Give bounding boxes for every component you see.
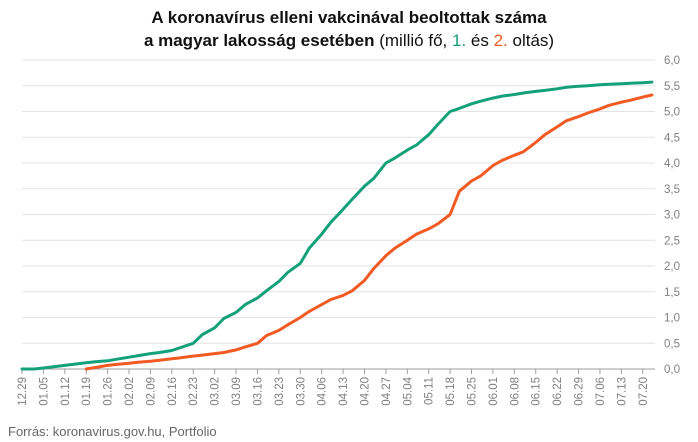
x-tick-label: 04.27 — [381, 377, 393, 406]
x-tick-label: 04.13 — [338, 377, 350, 406]
title-line-2-a: (millió fő, — [374, 31, 452, 50]
series-line-first-dose — [20, 80, 654, 371]
y-tick-label: 6,0 — [664, 55, 680, 67]
x-tick-label: 07.13 — [616, 377, 628, 406]
x-tick-label: 03.09 — [231, 377, 243, 406]
y-tick-label: 5,0 — [664, 107, 680, 119]
y-tick-label: 2,0 — [664, 261, 680, 273]
x-tick-label: 05.04 — [402, 376, 414, 405]
x-tick-label: 06.29 — [574, 377, 586, 406]
legend-second-dose: 2. — [493, 31, 508, 50]
x-tick-label: 04.20 — [359, 377, 371, 406]
x-tick-label: 07.06 — [595, 377, 607, 406]
chart-title: A koronavírus elleni vakcinával beoltott… — [0, 6, 698, 52]
x-tick-label: 06.22 — [552, 377, 564, 406]
x-tick-label: 06.15 — [531, 377, 543, 406]
series-line-second-dose — [84, 93, 654, 371]
x-tick-label: 01.19 — [81, 377, 93, 406]
x-tick-label: 01.26 — [103, 377, 115, 406]
x-tick-label: 03.16 — [252, 377, 264, 406]
legend-first-dose: 1. — [451, 31, 467, 50]
x-tick-label: 05.25 — [467, 377, 479, 406]
source-note: Forrás: koronavirus.gov.hu, Portfolio — [8, 424, 217, 439]
x-tick-label: 05.18 — [445, 377, 457, 406]
x-tick-label: 02.09 — [145, 377, 157, 406]
x-tick-label: 01.12 — [60, 377, 72, 406]
x-tick-label: 03.02 — [210, 377, 222, 406]
title-line-2: a magyar lakosság esetében (millió fő, 1… — [0, 29, 698, 52]
y-tick-label: 3,0 — [664, 210, 680, 222]
x-tick-label: 04.06 — [317, 377, 329, 406]
y-tick-label: 4,0 — [664, 158, 680, 170]
y-tick-label: 0,0 — [664, 364, 680, 376]
x-tick-label: 12.29 — [17, 377, 29, 406]
grid-lines — [22, 59, 655, 344]
series-lines — [20, 80, 654, 371]
x-tick-label: 02.02 — [124, 377, 136, 406]
title-line-2-b: és — [466, 31, 494, 50]
x-axis-ticks: 12.29 01.05 01.12 01.19 01.26 02.02 02.09 02.16… — [17, 376, 650, 405]
x-tick-label: 02.16 — [167, 377, 179, 406]
title-line-2-bold: a magyar lakosság esetében — [143, 31, 375, 50]
x-tick-label: 03.23 — [274, 377, 286, 406]
x-tick-label: 01.05 — [38, 377, 50, 406]
title-line-2-c: oltás) — [507, 31, 555, 50]
x-tick-label: 03.30 — [295, 377, 307, 406]
y-tick-label: 5,5 — [664, 81, 680, 93]
x-tick-label: 02.23 — [188, 377, 200, 406]
y-tick-label: 0,5 — [664, 338, 680, 350]
x-tick-label: 07.20 — [638, 377, 650, 406]
x-tick-label: 06.01 — [488, 377, 500, 406]
x-tick-label: 05.11 — [424, 377, 436, 405]
title-line-1: A koronavírus elleni vakcinával beoltott… — [151, 8, 547, 27]
y-tick-label: 4,5 — [664, 132, 680, 144]
y-axis-ticks: 0,0 0,5 1,0 1,5 2,0 2,5 3,0 3,5 4,0 4,5 5,0 5,5 6,0 — [664, 55, 680, 376]
y-tick-label: 2,5 — [664, 235, 680, 247]
x-axis — [21, 368, 655, 374]
y-tick-label: 1,5 — [664, 287, 680, 299]
x-tick-label: 06.08 — [509, 377, 521, 406]
y-tick-label: 3,5 — [664, 184, 680, 196]
y-tick-label: 1,0 — [664, 313, 680, 325]
